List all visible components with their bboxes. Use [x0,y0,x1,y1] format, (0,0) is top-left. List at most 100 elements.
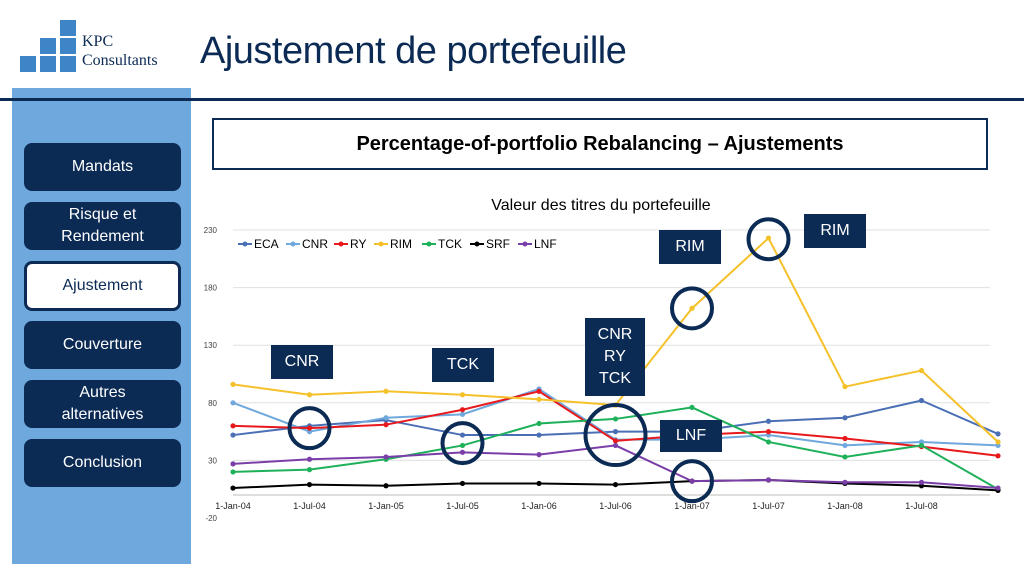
data-point-eca [918,397,925,404]
data-point-rim [842,384,848,390]
x-tick-label: 1-Jan-08 [827,501,863,511]
legend-label-lnf: LNF [534,237,557,251]
data-point-lnf [612,442,619,449]
data-point-ry [612,438,619,444]
nav-conclusion[interactable]: Conclusion [24,439,181,487]
y-tick-label: -20 [205,514,217,523]
data-point-rim [230,381,236,387]
y-tick-label: 80 [208,399,217,408]
data-point-tck [536,420,542,427]
data-point-lnf [842,479,848,485]
brand-line-2: Consultants [82,52,158,69]
data-point-rim [459,392,466,398]
data-point-eca [230,432,236,438]
y-tick-label: 30 [208,456,217,465]
callout-tck-text: TCK [447,356,479,373]
data-point-eca [765,418,772,424]
chart-title: Valeur des titres du portefeuille [491,197,710,214]
legend-marker-rim [378,241,384,247]
highlight-circle-cnr [287,406,332,451]
logo-mark-icon [20,20,76,74]
data-point-cnr [842,442,848,449]
portfolio-value-chart: Valeur des titres du portefeuille 230 180 1… [204,197,1001,523]
data-point-srf [459,480,466,487]
data-point-eca [459,432,466,438]
data-point-lnf [383,454,389,460]
nav-mandats[interactable]: Mandats [24,143,181,191]
x-tick-label: 1-Jul-06 [599,501,632,511]
data-point-ry [383,422,389,428]
highlight-circle-rim1 [670,286,714,331]
slide-subtitle: Percentage-of-portfolio Rebalancing – Aj… [212,118,988,170]
brand-line-1: KPC [82,33,114,50]
data-point-lnf [689,478,695,484]
data-point-rim [995,439,1001,445]
nav-label: Autres alternatives [61,384,144,423]
brand-name: KPC Consultants [82,32,158,70]
data-point-srf [536,480,542,487]
callout-cnr-ry-tck: CNR RY TCK [585,318,645,396]
x-tick-label: 1-Jan-04 [215,501,251,511]
data-point-tck [842,454,848,460]
data-point-rim [918,367,925,374]
data-point-lnf [230,461,236,467]
data-point-ry [995,453,1001,459]
data-point-ry [536,388,542,394]
y-tick-label: 130 [204,341,218,350]
legend-label-tck: TCK [438,237,462,251]
nav-ajustement[interactable]: Ajustement [24,261,181,311]
data-point-tck [459,442,466,449]
highlight-circle-lnf [670,459,714,504]
nav-couverture[interactable]: Couverture [24,321,181,369]
legend-marker-lnf [522,241,528,247]
legend-label-eca: ECA [254,237,279,251]
data-point-tck [306,467,313,473]
nav-label: Ajustement [62,277,143,294]
nav-risque-rendement[interactable]: Risque et Rendement [24,202,181,250]
x-tick-label: 1-Jan-06 [521,501,557,511]
data-point-ry [306,425,313,431]
data-point-ry [459,407,466,413]
data-point-eca [536,432,542,438]
data-point-lnf [306,456,313,462]
legend-label-rim: RIM [390,237,412,251]
data-point-srf [230,485,236,491]
data-point-eca [842,415,848,421]
data-point-rim [383,388,389,394]
callout-rim-2: RIM [804,214,866,248]
data-point-rim [306,392,313,398]
y-tick-label: 180 [204,284,218,293]
data-point-lnf [995,485,1001,491]
x-tick-label: 1-Jan-05 [368,501,404,511]
legend-marker-tck [426,241,432,247]
data-point-lnf [536,452,542,458]
nav-autres-alternatives[interactable]: Autres alternatives [24,380,181,428]
data-point-tck [612,416,619,422]
data-point-srf [383,483,389,489]
callout-lnf: LNF [660,420,722,452]
callout-rim-2-text: RIM [820,222,850,239]
data-point-ry [765,429,772,435]
data-point-cnr [459,411,466,417]
data-point-rim [536,396,542,402]
data-point-tck [918,442,925,449]
page-title: Ajustement de portefeuille [200,30,627,72]
data-point-ry [842,435,848,442]
data-point-cnr [383,415,389,421]
data-point-rim [765,235,772,241]
legend-marker-srf [474,241,480,247]
data-point-rim [689,305,695,311]
highlight-circle-rim2 [746,217,791,262]
callout-rim-1: RIM [659,230,721,264]
data-point-lnf [459,449,466,455]
legend-label-ry: RY [350,237,366,251]
legend-label-cnr: CNR [302,237,328,251]
data-point-lnf [918,479,925,485]
callout-line: TCK [599,370,631,387]
legend-marker-ry [338,241,344,247]
highlight-circle-cnr_ry_tck [583,403,648,468]
callout-line: CNR [597,326,633,343]
legend-label-srf: SRF [486,237,510,251]
callout-rim-1-text: RIM [675,238,705,255]
data-point-eca [612,429,619,435]
